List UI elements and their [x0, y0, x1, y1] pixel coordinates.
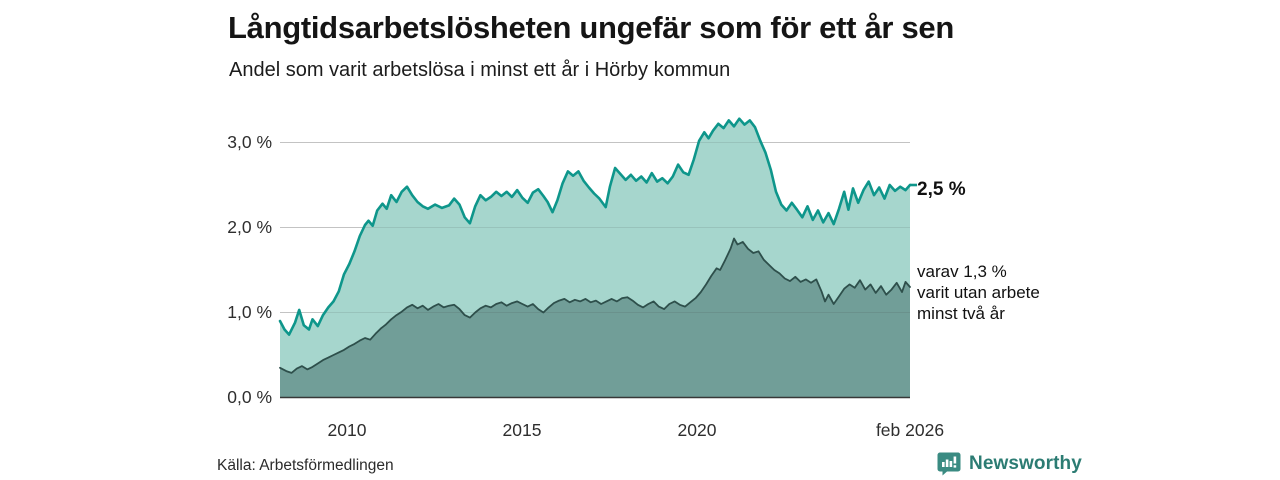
- y-tick-2: 2,0 %: [227, 217, 272, 237]
- y-tick-0: 0,0 %: [227, 387, 272, 407]
- source-note: Källa: Arbetsförmedlingen: [217, 457, 394, 474]
- x-tick-feb-2026: feb 2026: [875, 420, 945, 440]
- y-tick-3: 3,0 %: [227, 132, 272, 152]
- page-title: Långtidsarbetslösheten ungefär som för e…: [228, 10, 955, 45]
- chart-subtitle: Andel som varit arbetslösa i minst ett å…: [229, 59, 731, 81]
- newsworthy-brand: Newsworthy: [936, 450, 1082, 478]
- x-tick-2010: 2010: [327, 420, 367, 440]
- x-tick-2015: 2015: [502, 420, 542, 440]
- series2-end-label-line1: varav 1,3 %: [917, 262, 1007, 281]
- newsworthy-chart-bubble-icon: [936, 451, 962, 477]
- series2-end-label: varav 1,3 % varit utan arbete minst två …: [917, 261, 1040, 324]
- newsworthy-wordmark: Newsworthy: [969, 453, 1082, 474]
- series2-end-label-line3: minst två år: [917, 304, 1005, 323]
- series1-end-value-label: 2,5 %: [917, 179, 966, 200]
- series2-end-label-line2: varit utan arbete: [917, 283, 1040, 302]
- x-tick-2020: 2020: [677, 420, 717, 440]
- area-chart-canvas: [278, 117, 917, 399]
- y-tick-1: 1,0 %: [227, 302, 272, 322]
